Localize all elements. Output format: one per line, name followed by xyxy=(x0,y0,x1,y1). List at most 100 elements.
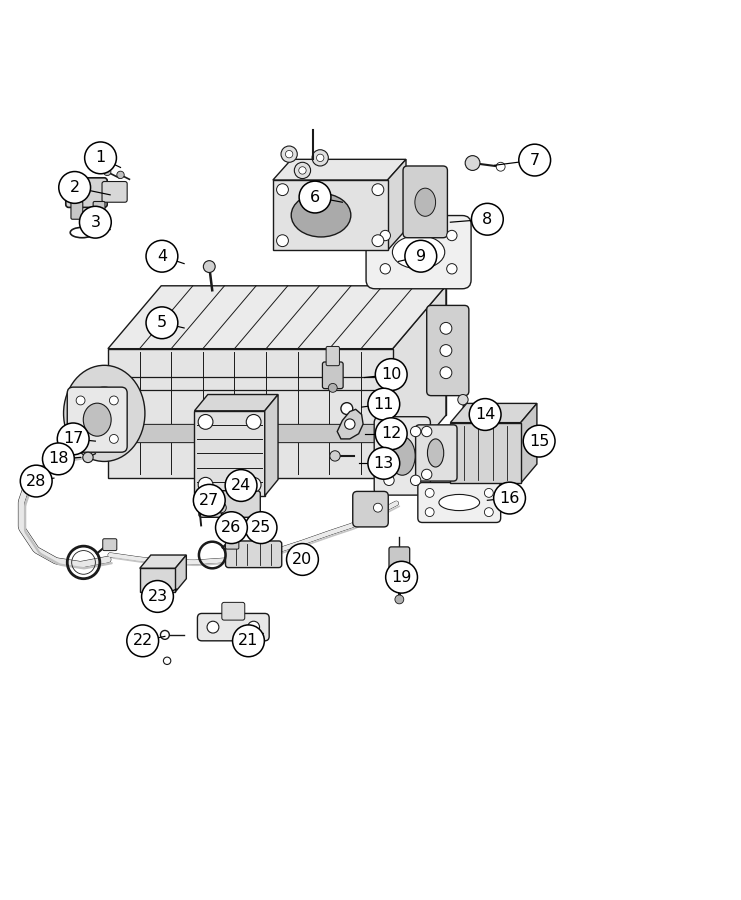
Text: 25: 25 xyxy=(251,520,271,536)
Circle shape xyxy=(57,423,89,454)
Circle shape xyxy=(247,621,259,633)
Polygon shape xyxy=(273,159,406,180)
Ellipse shape xyxy=(82,387,127,440)
Circle shape xyxy=(475,410,485,419)
FancyBboxPatch shape xyxy=(119,424,382,442)
Circle shape xyxy=(216,512,247,544)
Polygon shape xyxy=(175,555,186,592)
Circle shape xyxy=(330,451,340,461)
Circle shape xyxy=(84,142,116,174)
Circle shape xyxy=(375,359,407,391)
Text: 1: 1 xyxy=(96,150,106,166)
Circle shape xyxy=(110,396,119,405)
Ellipse shape xyxy=(70,228,94,238)
Text: 14: 14 xyxy=(475,407,495,422)
Text: 28: 28 xyxy=(26,473,47,489)
Circle shape xyxy=(494,482,525,514)
Text: 23: 23 xyxy=(147,589,167,604)
Polygon shape xyxy=(388,159,406,250)
Circle shape xyxy=(341,402,353,415)
FancyBboxPatch shape xyxy=(353,491,388,526)
Polygon shape xyxy=(265,394,278,496)
Text: 8: 8 xyxy=(482,212,493,227)
Text: 18: 18 xyxy=(48,452,69,466)
Circle shape xyxy=(328,383,337,392)
FancyBboxPatch shape xyxy=(199,491,260,518)
Circle shape xyxy=(76,435,85,444)
Circle shape xyxy=(79,206,111,238)
Circle shape xyxy=(299,181,331,213)
Ellipse shape xyxy=(390,436,415,475)
Ellipse shape xyxy=(291,194,350,237)
Circle shape xyxy=(164,657,171,664)
FancyBboxPatch shape xyxy=(374,417,431,495)
Circle shape xyxy=(440,367,452,379)
Circle shape xyxy=(411,427,421,436)
FancyBboxPatch shape xyxy=(102,182,127,202)
Circle shape xyxy=(193,484,225,517)
Text: 15: 15 xyxy=(529,434,549,448)
Circle shape xyxy=(198,415,213,429)
Polygon shape xyxy=(162,286,446,415)
Text: 11: 11 xyxy=(373,397,394,411)
Circle shape xyxy=(110,435,119,444)
Text: 5: 5 xyxy=(157,315,167,330)
FancyBboxPatch shape xyxy=(418,482,501,523)
Text: 4: 4 xyxy=(157,248,167,264)
FancyBboxPatch shape xyxy=(322,362,343,389)
Polygon shape xyxy=(273,180,388,250)
Text: 3: 3 xyxy=(90,215,100,230)
Circle shape xyxy=(287,544,319,575)
FancyBboxPatch shape xyxy=(225,541,282,568)
Ellipse shape xyxy=(439,494,479,510)
Circle shape xyxy=(422,469,432,480)
Circle shape xyxy=(127,625,159,657)
Circle shape xyxy=(505,436,515,446)
Circle shape xyxy=(233,625,265,657)
Polygon shape xyxy=(108,286,446,348)
Text: 2: 2 xyxy=(70,180,80,195)
Circle shape xyxy=(447,264,457,274)
Ellipse shape xyxy=(83,403,111,436)
Circle shape xyxy=(458,394,468,405)
FancyBboxPatch shape xyxy=(399,184,413,224)
Circle shape xyxy=(395,595,404,604)
Circle shape xyxy=(380,264,391,274)
FancyBboxPatch shape xyxy=(103,539,117,551)
Circle shape xyxy=(207,621,219,633)
Circle shape xyxy=(375,418,407,450)
Circle shape xyxy=(384,475,394,485)
Text: 20: 20 xyxy=(293,552,313,567)
Circle shape xyxy=(368,388,399,420)
Circle shape xyxy=(490,424,500,435)
Circle shape xyxy=(496,162,505,171)
Circle shape xyxy=(246,415,261,429)
Circle shape xyxy=(316,154,324,162)
Polygon shape xyxy=(194,410,265,496)
Circle shape xyxy=(405,240,436,272)
Circle shape xyxy=(519,144,551,176)
Polygon shape xyxy=(521,403,537,483)
Circle shape xyxy=(485,508,494,517)
FancyBboxPatch shape xyxy=(366,215,471,289)
Circle shape xyxy=(294,162,310,178)
Circle shape xyxy=(146,307,178,338)
Circle shape xyxy=(385,562,417,593)
Circle shape xyxy=(372,184,384,195)
Circle shape xyxy=(523,425,555,457)
FancyBboxPatch shape xyxy=(66,178,107,207)
Circle shape xyxy=(203,261,215,273)
Circle shape xyxy=(276,184,288,195)
Text: 9: 9 xyxy=(416,248,426,264)
Polygon shape xyxy=(140,555,186,568)
Text: 16: 16 xyxy=(499,491,519,506)
Ellipse shape xyxy=(393,236,445,269)
Circle shape xyxy=(440,345,452,356)
Circle shape xyxy=(216,502,226,513)
Circle shape xyxy=(422,427,432,436)
Circle shape xyxy=(345,418,355,429)
Ellipse shape xyxy=(428,439,444,467)
Text: 10: 10 xyxy=(381,367,402,382)
Circle shape xyxy=(285,150,293,158)
Circle shape xyxy=(42,443,74,475)
